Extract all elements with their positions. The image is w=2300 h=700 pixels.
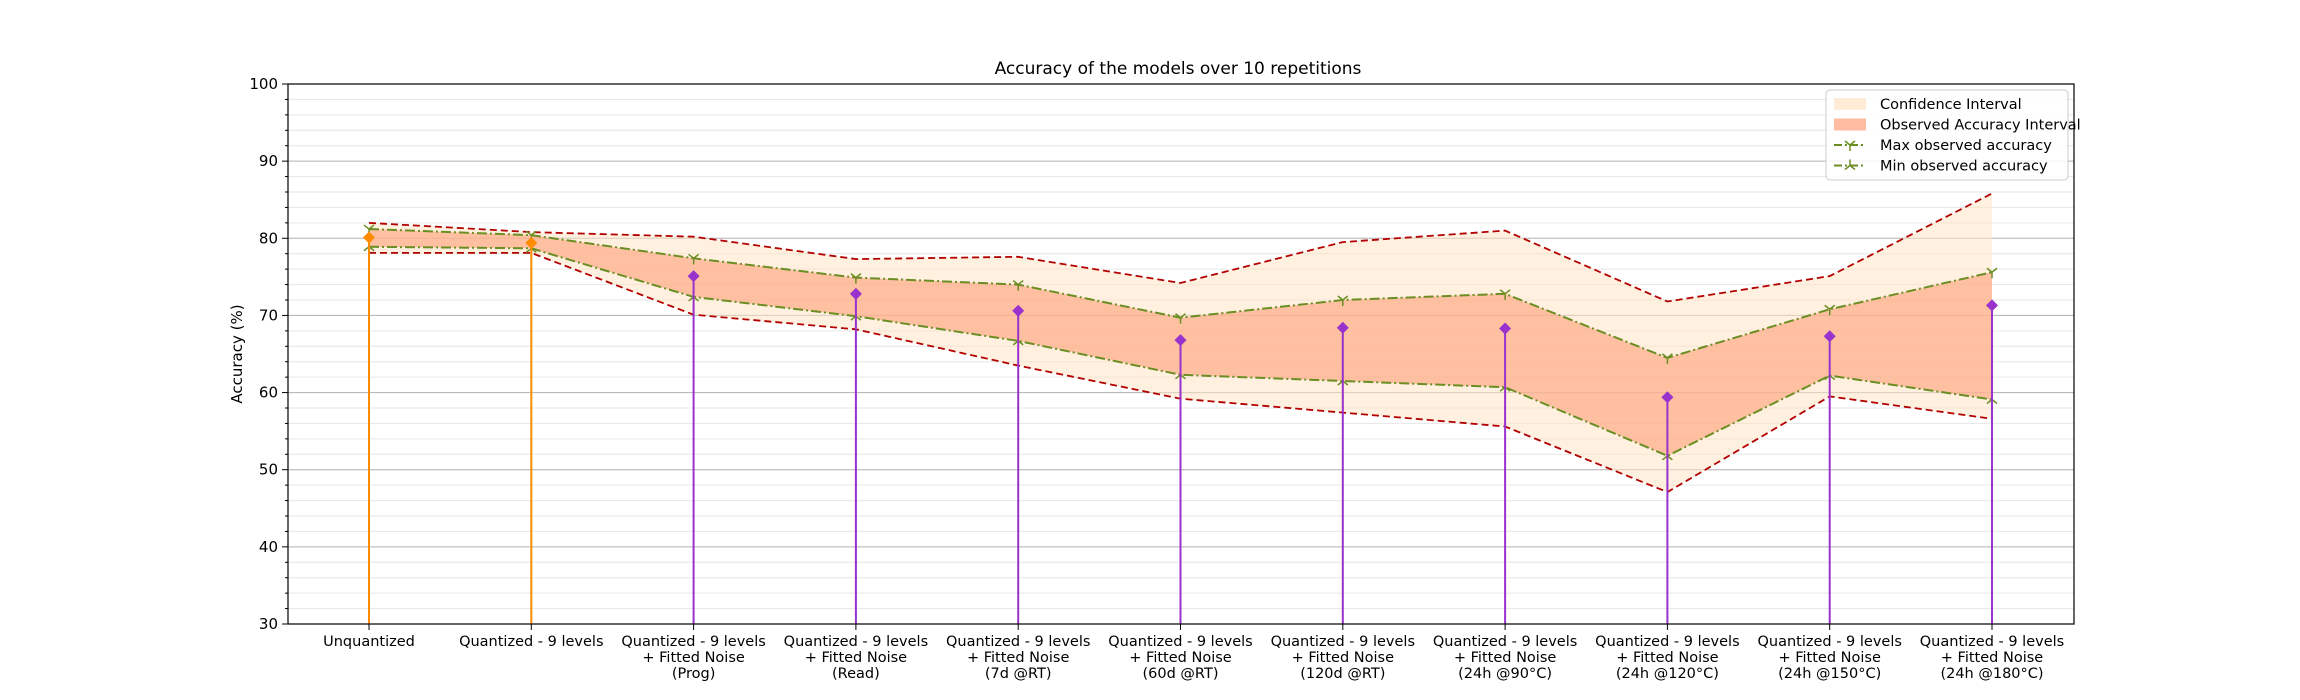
accuracy-marker bbox=[1174, 334, 1187, 347]
y-tick-label: 50 bbox=[259, 461, 278, 479]
legend-box bbox=[1825, 89, 2069, 181]
x-tick-label: Quantized - 9 levels + Fitted Noise (60d @… bbox=[1108, 634, 1252, 682]
x-tick-label: Quantized - 9 levels + Fitted Noise (Read) bbox=[784, 634, 928, 682]
x-tick-label: Unquantized bbox=[323, 634, 415, 650]
max-observed-marker bbox=[1824, 304, 1836, 316]
legend-label: Min observed accuracy bbox=[1880, 159, 2048, 175]
max-observed-marker bbox=[850, 273, 862, 284]
accuracy-marker bbox=[525, 236, 538, 249]
x-tick-label: Quantized - 9 levels + Fitted Noise (7d @R… bbox=[946, 634, 1090, 682]
min-observed-line bbox=[368, 245, 1993, 457]
legend-swatch-observed bbox=[1834, 118, 1866, 131]
legend-label: Max observed accuracy bbox=[1880, 138, 2052, 154]
y-tick-label: 100 bbox=[249, 75, 278, 93]
max-observed-marker bbox=[688, 253, 700, 265]
plot-area: 30 40 50 60 70 80 90 100 Accuracy (%) Unquantized… bbox=[228, 75, 2075, 682]
y-tick-label: 30 bbox=[259, 615, 278, 633]
max-observed-marker bbox=[1661, 353, 1673, 364]
x-tick-label: Quantized - 9 levels + Fitted Noise (24h @… bbox=[1595, 634, 1739, 682]
max-observed-marker bbox=[1499, 289, 1511, 300]
legend-label: Observed Accuracy Interval bbox=[1880, 118, 2081, 134]
legend-marker-max bbox=[1844, 140, 1856, 151]
accuracy-marker bbox=[1012, 304, 1025, 317]
max-observed-marker bbox=[1175, 313, 1186, 324]
max-observed-marker bbox=[1337, 295, 1349, 306]
ci-upper-line bbox=[368, 192, 1993, 303]
x-tick-label: Quantized - 9 levels bbox=[459, 634, 603, 650]
legend: Confidence Interval Observed Accuracy Int… bbox=[1825, 89, 2081, 181]
chart-title: Accuracy of the models over 10 repetitio… bbox=[995, 59, 1362, 79]
legend-swatch-confidence bbox=[1834, 98, 1866, 110]
x-tick-label: Quantized - 9 levels + Fitted Noise (24h @… bbox=[1757, 634, 1901, 682]
accuracy-marker bbox=[1661, 391, 1674, 404]
legend-label: Confidence Interval bbox=[1880, 97, 2022, 113]
x-tick-label: Quantized - 9 levels + Fitted Noise (24h @… bbox=[1920, 634, 2064, 682]
legend-marker-min bbox=[1844, 159, 1856, 171]
max-observed-marker bbox=[1986, 267, 1998, 279]
x-tick-label: Quantized - 9 levels + Fitted Noise (Prog) bbox=[621, 634, 765, 682]
x-tick-label: Quantized - 9 levels + Fitted Noise (24h @… bbox=[1433, 634, 1577, 682]
accuracy-marker bbox=[363, 231, 375, 244]
y-tick-label: 70 bbox=[259, 306, 278, 324]
accuracy-marker bbox=[849, 287, 862, 300]
y-tick-label: 90 bbox=[259, 152, 278, 170]
accuracy-marker bbox=[687, 270, 700, 283]
y-axis-label: Accuracy (%) bbox=[228, 304, 246, 403]
accuracy-marker bbox=[1499, 322, 1512, 335]
y-tick-label: 80 bbox=[259, 229, 278, 247]
y-tick-label: 40 bbox=[259, 538, 278, 556]
accuracy-marker bbox=[1823, 330, 1836, 343]
x-tick-label: Quantized - 9 levels + Fitted Noise (120d … bbox=[1271, 634, 1415, 682]
max-observed-marker bbox=[1012, 279, 1024, 291]
accuracy-marker bbox=[1986, 299, 1998, 312]
accuracy-marker bbox=[1336, 321, 1349, 334]
y-tick-label: 60 bbox=[259, 384, 278, 402]
